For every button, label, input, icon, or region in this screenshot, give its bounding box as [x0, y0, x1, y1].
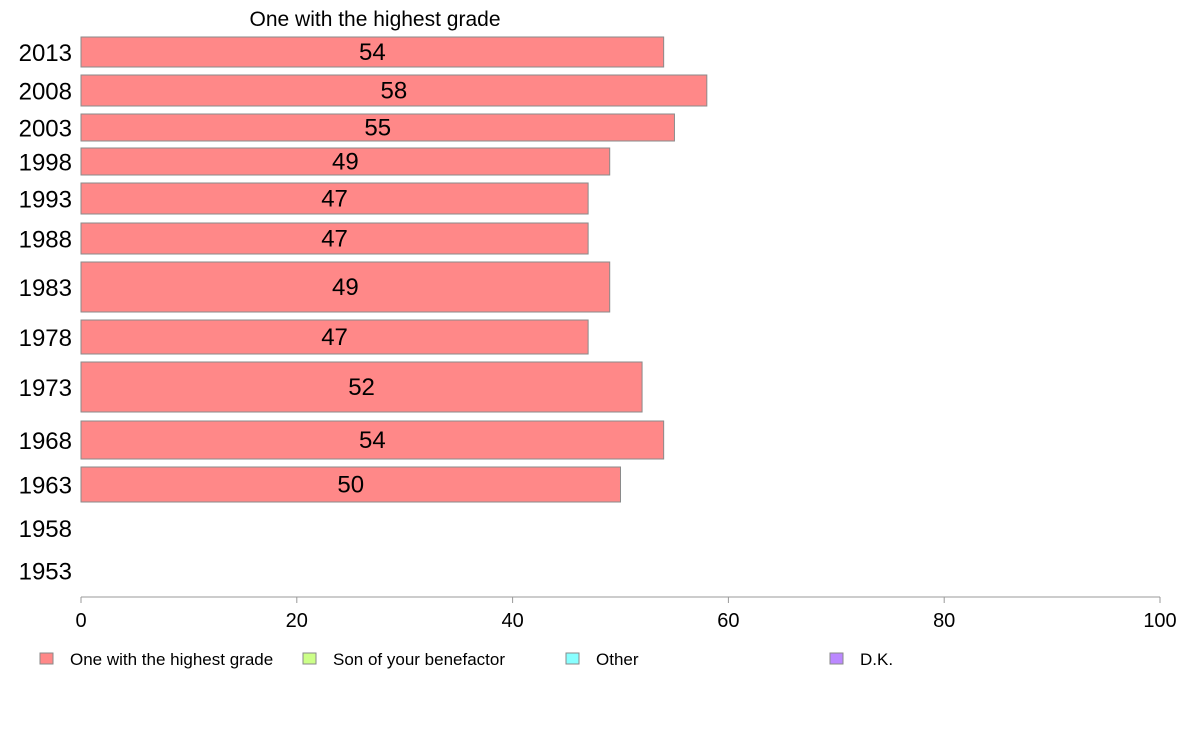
legend-item-one-with-the-highest-grade: One with the highest grade: [39, 650, 273, 669]
data-label-one-with-the-highest-grade-1998: 49: [332, 149, 359, 176]
bar-one-with-the-highest-grade-1988: [80, 222, 589, 255]
y-axis: 2013 2008 2003 1998 1993 1988 1983 1978 1973 1968…: [19, 40, 72, 586]
x-tick-label-0: 0: [75, 610, 86, 632]
data-label-one-with-the-highest-grade-1978: 47: [321, 324, 348, 351]
bar-one-with-the-highest-grade-2008: [80, 74, 708, 107]
legend-label-son-of-your-benefactor: Son of your benefactor: [333, 650, 505, 669]
y-tick-label-1953: 1953: [19, 559, 72, 586]
x-tick-label-100: 100: [1143, 610, 1176, 632]
legend-label-d-k: D.K.: [860, 650, 893, 669]
legend-swatch-son-of-your-benefactor: [302, 652, 317, 665]
legend-swatch-one-with-the-highest-grade: [39, 652, 54, 665]
data-label-one-with-the-highest-grade-1973: 52: [348, 374, 375, 401]
y-tick-label-1963: 1963: [19, 473, 72, 500]
y-tick-label-1998: 1998: [19, 150, 72, 177]
y-tick-label-1988: 1988: [19, 227, 72, 254]
data-label-one-with-the-highest-grade-2003: 55: [364, 115, 391, 142]
legend-label-one-with-the-highest-grade: One with the highest grade: [70, 650, 273, 669]
chart-title: One with the highest grade: [250, 8, 501, 31]
data-label-one-with-the-highest-grade-1963: 50: [337, 472, 364, 499]
data-label-one-with-the-highest-grade-2008: 58: [381, 78, 408, 105]
legend: One with the highest grade Son of your be…: [39, 650, 893, 669]
x-tick-label-40: 40: [501, 610, 523, 632]
legend-item-other: Other: [565, 650, 639, 669]
data-label-one-with-the-highest-grade-1993: 47: [321, 186, 348, 213]
bar-one-with-the-highest-grade-1973: [80, 361, 643, 413]
legend-item-son-of-your-benefactor: Son of your benefactor: [302, 650, 505, 669]
y-tick-label-2013: 2013: [19, 40, 72, 67]
y-tick-label-2008: 2008: [19, 79, 72, 106]
legend-swatch-d-k: [829, 652, 844, 665]
data-label-one-with-the-highest-grade-1968: 54: [359, 427, 386, 454]
y-tick-label-1978: 1978: [19, 325, 72, 352]
legend-item-d-k: D.K.: [829, 650, 893, 669]
bar-one-with-the-highest-grade-1963: [80, 466, 621, 503]
y-tick-label-1958: 1958: [19, 516, 72, 543]
legend-label-other: Other: [596, 650, 639, 669]
bars-layer: [80, 36, 708, 503]
data-label-one-with-the-highest-grade-1988: 47: [321, 226, 348, 253]
y-tick-label-1983: 1983: [19, 275, 72, 302]
bar-one-with-the-highest-grade-2003: [80, 113, 675, 142]
x-tick-label-80: 80: [933, 610, 955, 632]
y-tick-label-1973: 1973: [19, 375, 72, 402]
x-axis: 0 20 40 60 80 100: [75, 596, 1177, 632]
bar-one-with-the-highest-grade-2013: [80, 36, 665, 68]
data-label-one-with-the-highest-grade-2013: 54: [359, 39, 386, 66]
legend-swatch-other: [565, 652, 580, 665]
y-tick-label-2003: 2003: [19, 116, 72, 143]
x-tick-label-20: 20: [286, 610, 308, 632]
bar-one-with-the-highest-grade-1978: [80, 319, 589, 355]
data-label-one-with-the-highest-grade-1983: 49: [332, 274, 359, 301]
bar-one-with-the-highest-grade-1993: [80, 182, 589, 215]
bar-one-with-the-highest-grade-1998: [80, 147, 611, 176]
y-tick-label-1993: 1993: [19, 187, 72, 214]
x-tick-label-60: 60: [717, 610, 739, 632]
bar-one-with-the-highest-grade-1983: [80, 261, 611, 313]
y-tick-label-1968: 1968: [19, 428, 72, 455]
bar-one-with-the-highest-grade-1968: [80, 420, 665, 460]
